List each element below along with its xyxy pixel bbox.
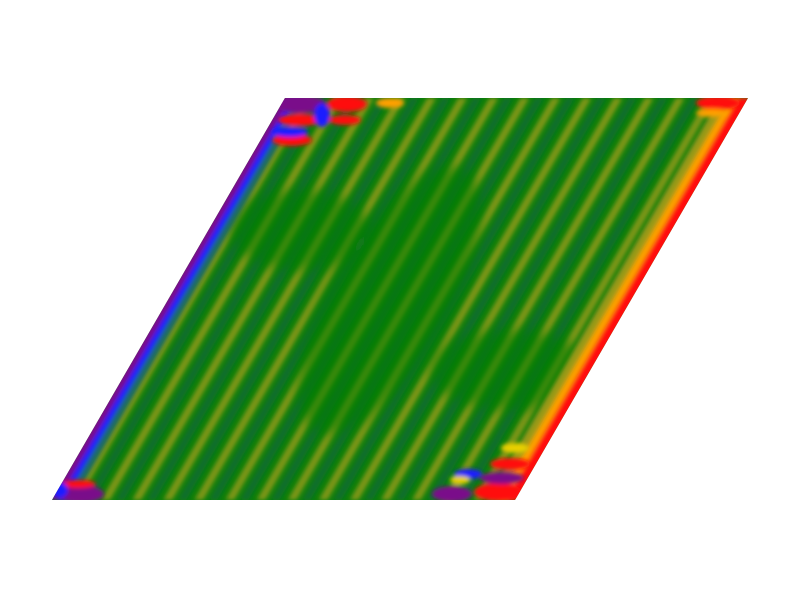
top-left-red-blob — [327, 98, 367, 112]
stripe-dark — [178, 98, 420, 500]
top-left-red-blob — [329, 115, 361, 125]
bottom-right-purple-blob — [432, 486, 472, 500]
bottom-right-purple-blob — [480, 472, 524, 484]
bottom-right-red-blob — [474, 483, 522, 500]
center-dark-haze — [230, 166, 590, 434]
bottom-left-purple-blob — [56, 485, 104, 500]
top-left-blue-blob — [272, 127, 308, 137]
corner-blobs — [52, 98, 740, 500]
haze-patch — [298, 166, 482, 434]
stripe-dark — [364, 98, 606, 500]
stripe-light — [194, 98, 437, 500]
top-right-orange-blob — [696, 109, 728, 117]
top-left-purple-blob — [274, 98, 326, 113]
top-left-blue-blob — [314, 103, 330, 127]
bottom-left-blue-blob — [52, 482, 68, 498]
stripe-dark — [395, 98, 637, 500]
left-edge-blue-band — [58, 98, 298, 500]
right-edge-orange-band — [497, 98, 738, 500]
bottom-right-red-blob — [490, 458, 530, 470]
bottom-right-yellow-blob — [450, 476, 470, 484]
bottom-left-red-blob — [60, 480, 96, 488]
stripe-light — [163, 98, 406, 500]
stripe-light — [380, 98, 623, 500]
bottom-right-yellow-blob — [501, 443, 529, 453]
stripe-light — [349, 98, 592, 500]
haze-patch — [430, 330, 590, 410]
left-edge-teal-band — [65, 98, 306, 500]
top-left-red-blob — [272, 134, 312, 146]
right-edge-olive-band — [487, 98, 730, 500]
top-right-red-blob — [696, 98, 740, 110]
haze-patch — [230, 190, 370, 270]
top-left-red-blob — [278, 114, 322, 126]
top-edge-orange-blob — [376, 98, 404, 108]
